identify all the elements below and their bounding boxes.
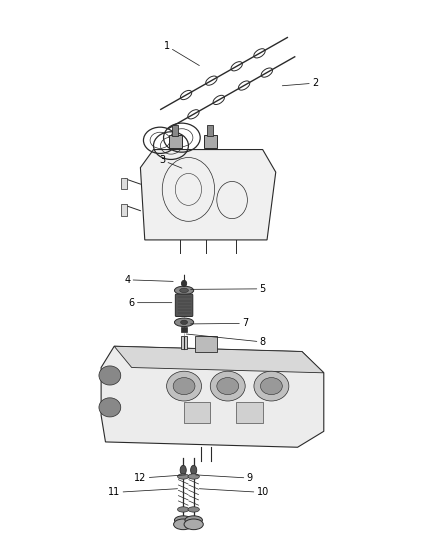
Ellipse shape xyxy=(173,377,195,394)
Ellipse shape xyxy=(261,377,283,394)
Ellipse shape xyxy=(254,371,289,401)
Bar xyxy=(121,177,127,189)
Ellipse shape xyxy=(217,377,239,394)
Bar xyxy=(172,125,178,136)
Bar xyxy=(184,402,210,423)
Text: 5: 5 xyxy=(191,284,266,294)
Text: 7: 7 xyxy=(191,318,248,328)
Text: 3: 3 xyxy=(159,155,182,168)
Ellipse shape xyxy=(99,366,121,385)
Ellipse shape xyxy=(181,280,187,287)
Bar xyxy=(195,336,217,352)
Ellipse shape xyxy=(188,507,199,512)
Ellipse shape xyxy=(174,516,192,524)
Text: 9: 9 xyxy=(196,473,253,483)
Text: 8: 8 xyxy=(186,334,266,347)
Polygon shape xyxy=(114,346,324,373)
Bar xyxy=(121,204,127,216)
Ellipse shape xyxy=(99,398,121,417)
Polygon shape xyxy=(101,346,324,447)
Text: 6: 6 xyxy=(129,297,172,308)
Ellipse shape xyxy=(191,465,197,475)
Bar xyxy=(169,135,182,148)
Text: 2: 2 xyxy=(283,78,318,88)
Text: 10: 10 xyxy=(199,488,269,497)
Ellipse shape xyxy=(174,286,194,295)
Bar xyxy=(237,402,263,423)
Ellipse shape xyxy=(180,465,186,475)
Text: 4: 4 xyxy=(124,275,173,285)
Ellipse shape xyxy=(180,288,188,293)
Bar xyxy=(181,327,187,332)
Ellipse shape xyxy=(188,474,199,479)
Ellipse shape xyxy=(173,519,193,530)
Ellipse shape xyxy=(180,320,187,325)
Text: 12: 12 xyxy=(134,473,185,483)
Polygon shape xyxy=(141,150,276,240)
Bar xyxy=(181,336,187,349)
FancyBboxPatch shape xyxy=(175,294,193,317)
Ellipse shape xyxy=(177,474,189,479)
Bar xyxy=(204,135,217,148)
Ellipse shape xyxy=(174,318,194,327)
Ellipse shape xyxy=(166,371,201,401)
Ellipse shape xyxy=(185,516,202,524)
Ellipse shape xyxy=(177,507,189,512)
Text: 11: 11 xyxy=(108,488,177,497)
Ellipse shape xyxy=(210,371,245,401)
Ellipse shape xyxy=(184,519,203,530)
Bar xyxy=(207,125,213,136)
Text: 1: 1 xyxy=(163,41,199,66)
